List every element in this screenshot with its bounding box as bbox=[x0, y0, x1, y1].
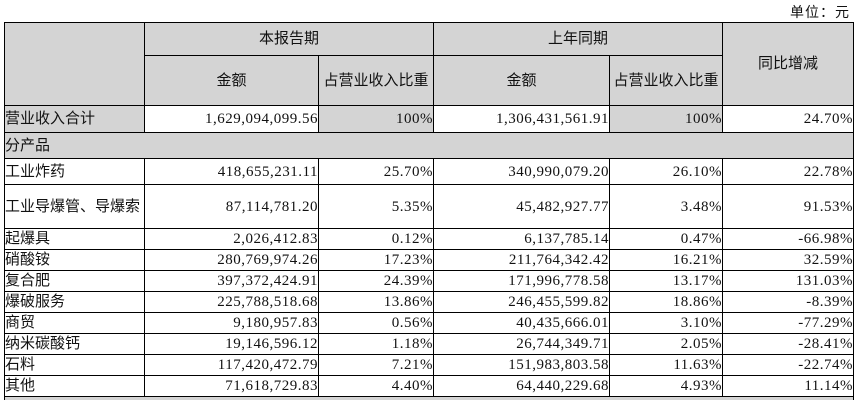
yoy-cell: 91.53% bbox=[722, 184, 855, 229]
ratio-cell: 11.63% bbox=[609, 354, 724, 376]
revenue-by-product-table: 本报告期 上年同期 同比增减 金额 占营业收入比重 金额 占营业收入比重 营业收… bbox=[3, 22, 855, 400]
row-label: 商贸 bbox=[4, 312, 145, 334]
amount-cell: 151,983,803.58 bbox=[433, 354, 611, 376]
ratio-cell: 24.39% bbox=[317, 270, 435, 292]
table-row: 起爆具 2,026,412.83 0.12% 6,137,785.14 0.47… bbox=[4, 228, 855, 250]
ratio-cell: 3.48% bbox=[609, 184, 724, 229]
yoy-cell: -8.39% bbox=[722, 291, 855, 313]
ratio-cell: 7.21% bbox=[317, 354, 435, 376]
amount-cell: 211,764,342.42 bbox=[433, 249, 611, 271]
table-row-total-revenue: 营业收入合计 1,629,094,099.56 100% 1,306,431,5… bbox=[4, 105, 855, 133]
ratio-cell: 0.47% bbox=[609, 228, 724, 250]
yoy-cell: 131.03% bbox=[722, 270, 855, 292]
table-row: 工业导爆管、导爆索 87,114,781.20 5.35% 45,482,927… bbox=[4, 184, 855, 229]
amount-cell: 40,435,666.01 bbox=[433, 312, 611, 334]
amount-cell: 225,788,518.68 bbox=[144, 291, 319, 313]
amount-cell: 418,655,231.11 bbox=[144, 158, 319, 185]
table-row-section-by-product: 分产品 bbox=[3, 132, 855, 159]
yoy-cell: -22.74% bbox=[722, 354, 855, 376]
amount-cell: 1,306,431,561.91 bbox=[433, 105, 611, 133]
amount-cell: 171,996,778.58 bbox=[433, 270, 611, 292]
row-label: 石料 bbox=[4, 354, 145, 376]
ratio-cell: 26.10% bbox=[609, 158, 724, 185]
ratio-cell: 2.05% bbox=[609, 333, 724, 355]
ratio-cell: 3.10% bbox=[609, 312, 724, 334]
row-label: 工业炸药 bbox=[4, 158, 145, 185]
amount-cell: 280,769,974.26 bbox=[144, 249, 319, 271]
header-prior-ratio: 占营业收入比重 bbox=[609, 55, 724, 106]
header-current-amount: 金额 bbox=[144, 55, 319, 106]
ratio-cell: 17.23% bbox=[317, 249, 435, 271]
amount-cell: 397,372,424.91 bbox=[144, 270, 319, 292]
table-row-cutoff-section bbox=[3, 396, 855, 400]
yoy-cell: -28.41% bbox=[722, 333, 855, 355]
ratio-cell: 0.12% bbox=[317, 228, 435, 250]
ratio-cell: 4.93% bbox=[609, 375, 724, 397]
ratio-cell: 13.17% bbox=[609, 270, 724, 292]
table-row: 纳米碳酸钙 19,146,596.12 1.18% 26,744,349.71 … bbox=[4, 333, 855, 355]
table-row: 工业炸药 418,655,231.11 25.70% 340,990,079.2… bbox=[4, 158, 855, 185]
row-label: 硝酸铵 bbox=[4, 249, 145, 271]
amount-cell: 246,455,599.82 bbox=[433, 291, 611, 313]
yoy-cell: -77.29% bbox=[722, 312, 855, 334]
yoy-cell: 32.59% bbox=[722, 249, 855, 271]
ratio-cell: 4.40% bbox=[317, 375, 435, 397]
amount-cell: 340,990,079.20 bbox=[433, 158, 611, 185]
header-row-subcolumns: 金额 占营业收入比重 金额 占营业收入比重 bbox=[5, 55, 854, 106]
ratio-cell: 25.70% bbox=[317, 158, 435, 185]
row-label: 爆破服务 bbox=[4, 291, 145, 313]
header-empty-cell bbox=[4, 22, 145, 106]
row-label: 其他 bbox=[4, 375, 145, 397]
amount-cell: 64,440,229.68 bbox=[433, 375, 611, 397]
header-prior-amount: 金额 bbox=[433, 55, 611, 106]
amount-cell: 87,114,781.20 bbox=[144, 184, 319, 229]
row-label: 工业导爆管、导爆索 bbox=[4, 184, 145, 229]
ratio-cell: 100% bbox=[317, 105, 435, 133]
header-prior-period: 上年同期 bbox=[433, 22, 724, 56]
header-current-period: 本报告期 bbox=[143, 22, 435, 56]
table-row: 爆破服务 225,788,518.68 13.86% 246,455,599.8… bbox=[4, 291, 855, 313]
table-row: 复合肥 397,372,424.91 24.39% 171,996,778.58… bbox=[4, 270, 855, 292]
header-current-ratio: 占营业收入比重 bbox=[317, 55, 435, 106]
yoy-cell: 24.70% bbox=[722, 105, 855, 133]
header-row-groups: 本报告期 上年同期 同比增减 bbox=[4, 22, 855, 106]
row-label: 复合肥 bbox=[4, 270, 145, 292]
ratio-cell: 5.35% bbox=[317, 184, 435, 229]
ratio-cell: 1.18% bbox=[317, 333, 435, 355]
table-row: 其他 71,618,729.83 4.40% 64,440,229.68 4.9… bbox=[4, 375, 855, 397]
section-label: 分产品 bbox=[3, 132, 855, 159]
row-label: 纳米碳酸钙 bbox=[4, 333, 145, 355]
ratio-cell: 0.56% bbox=[317, 312, 435, 334]
amount-cell: 19,146,596.12 bbox=[144, 333, 319, 355]
yoy-cell: -66.98% bbox=[722, 228, 855, 250]
table-row: 硝酸铵 280,769,974.26 17.23% 211,764,342.42… bbox=[4, 249, 855, 271]
yoy-cell: 22.78% bbox=[722, 158, 855, 185]
amount-cell: 1,629,094,099.56 bbox=[144, 105, 319, 133]
ratio-cell: 100% bbox=[609, 105, 724, 133]
cutoff-section-cell bbox=[3, 396, 855, 400]
unit-label: 单位：元 bbox=[790, 6, 850, 21]
ratio-cell: 13.86% bbox=[317, 291, 435, 313]
yoy-cell: 11.14% bbox=[722, 375, 855, 397]
ratio-cell: 16.21% bbox=[609, 249, 724, 271]
header-yoy-change: 同比增减 bbox=[722, 22, 855, 106]
table-row: 商贸 9,180,957.83 0.56% 40,435,666.01 3.10… bbox=[4, 312, 855, 334]
amount-cell: 71,618,729.83 bbox=[144, 375, 319, 397]
amount-cell: 9,180,957.83 bbox=[144, 312, 319, 334]
amount-cell: 45,482,927.77 bbox=[433, 184, 611, 229]
amount-cell: 6,137,785.14 bbox=[433, 228, 611, 250]
amount-cell: 26,744,349.71 bbox=[433, 333, 611, 355]
row-label: 起爆具 bbox=[4, 228, 145, 250]
amount-cell: 2,026,412.83 bbox=[144, 228, 319, 250]
table-row: 石料 117,420,472.79 7.21% 151,983,803.58 1… bbox=[4, 354, 855, 376]
amount-cell: 117,420,472.79 bbox=[144, 354, 319, 376]
row-label: 营业收入合计 bbox=[4, 105, 145, 133]
ratio-cell: 18.86% bbox=[609, 291, 724, 313]
